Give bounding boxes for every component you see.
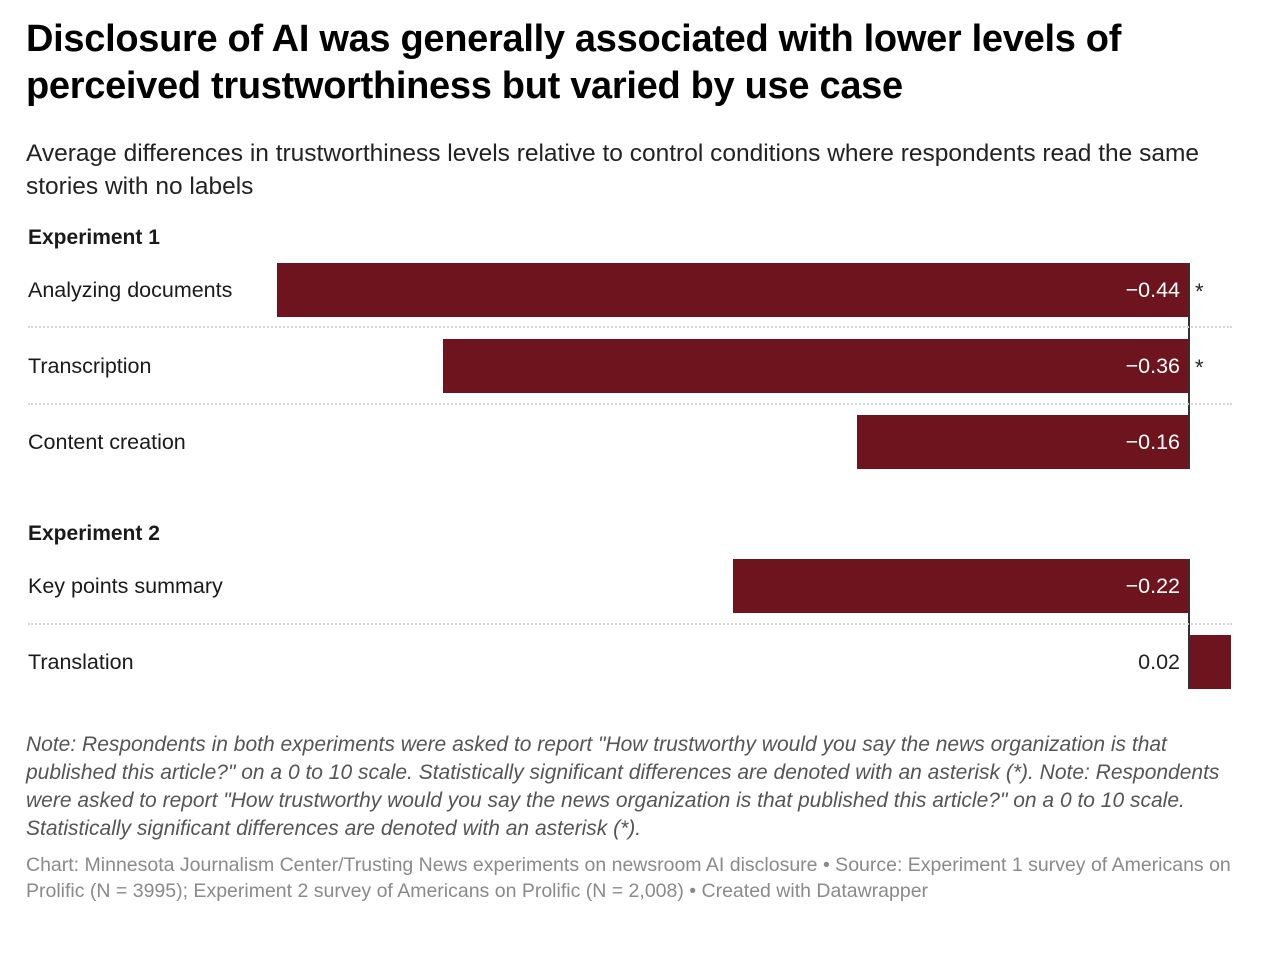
chart-title: Disclosure of AI was generally associate… — [26, 18, 1122, 107]
value-label: −0.22 — [1125, 574, 1180, 598]
bar — [442, 339, 1189, 393]
chart-subtitle: Average differences in trustworthiness l… — [26, 140, 1200, 200]
group-label-experiment-2: Experiment 2 — [28, 522, 160, 545]
chart-notes: Note: Respondents in both experiments we… — [26, 733, 1220, 840]
bar — [732, 559, 1189, 613]
row-divider — [28, 623, 1232, 625]
significance-marker: * — [1195, 279, 1204, 304]
value-label: −0.44 — [1125, 278, 1180, 302]
value-label: −0.36 — [1125, 354, 1180, 378]
zero-axis-line — [1188, 263, 1190, 469]
value-label: 0.02 — [1138, 650, 1180, 674]
chart-source: Chart: Minnesota Journalism Center/Trust… — [26, 854, 1231, 902]
row-label: Key points summary — [28, 574, 223, 598]
bar — [276, 263, 1189, 317]
row-label: Transcription — [28, 354, 152, 378]
row-divider — [28, 403, 1232, 405]
bar — [1190, 635, 1232, 689]
row-divider — [28, 326, 1232, 328]
significance-marker: * — [1195, 355, 1204, 380]
group-label-experiment-1: Experiment 1 — [28, 226, 160, 249]
bar — [857, 415, 1189, 469]
value-label: −0.16 — [1125, 430, 1180, 454]
row-label: Translation — [28, 650, 134, 674]
row-label: Analyzing documents — [28, 278, 233, 302]
row-label: Content creation — [28, 430, 186, 454]
